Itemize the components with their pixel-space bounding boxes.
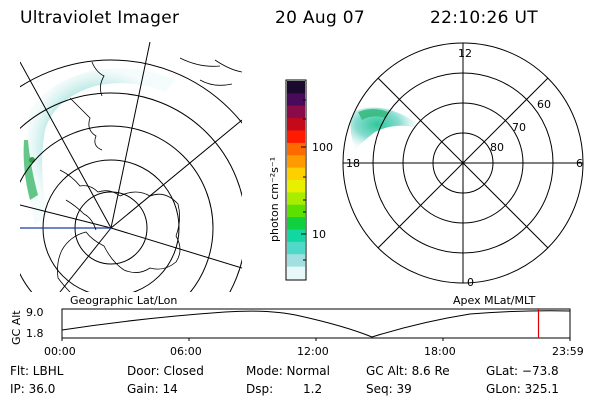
colorbar-stripe [287, 266, 305, 280]
mlt-lines [343, 43, 583, 283]
glat-info: GLat: −73.8 [486, 364, 559, 378]
gc-alt-info: GC Alt: 8.6 Re [366, 364, 450, 378]
time-tick-1800: 18:00 [424, 345, 456, 358]
dsp-label: Dsp: [246, 382, 274, 396]
longitude-lines [20, 42, 242, 292]
coastlines [57, 57, 242, 292]
apex-map-label: Apex MLat/MLT [453, 294, 536, 307]
mlat-label-70: 70 [512, 121, 526, 134]
mlt-label-18: 18 [346, 157, 360, 170]
colorbar-stripe [287, 241, 305, 255]
aurora-emission-right [350, 107, 418, 150]
time-tick-2359: 23:59 [552, 345, 584, 358]
orbit-altitude-curve [61, 310, 571, 338]
colorbar-stripe [287, 229, 305, 243]
apex-polar-map [342, 42, 584, 284]
colorbar-stripe [287, 155, 305, 169]
image-time: 22:10:26 UT [430, 8, 538, 28]
colorbar-stripe [287, 105, 305, 119]
instrument-title: Ultraviolet Imager [20, 8, 180, 28]
altitude-x-ticks [61, 338, 571, 341]
colorbar-stripe [287, 142, 305, 156]
altitude-plot-frame [61, 308, 571, 339]
altitude-plot [61, 308, 571, 341]
colorbar-stripe [287, 204, 305, 218]
aurora-emission-left [26, 68, 176, 225]
colorbar-stripe [287, 217, 305, 231]
aurora-spot [29, 157, 35, 163]
aurora-peak-right [358, 109, 388, 120]
altitude-tick-low: 1.8 [26, 327, 44, 340]
colorbar [285, 79, 307, 281]
colorbar-tick-100: 100 [312, 141, 333, 154]
time-tick-1200: 12:00 [297, 345, 329, 358]
colorbar-unit-label: photon cm⁻²s⁻¹ [268, 156, 281, 242]
colorbar-stripe [287, 254, 305, 268]
door-info: Door: Closed [127, 364, 204, 378]
time-tick-0600: 06:00 [170, 345, 202, 358]
mlat-label-60: 60 [537, 98, 551, 111]
altitude-axis-label: GC Alt [10, 310, 23, 345]
mlt-label-12: 12 [458, 47, 472, 60]
colorbar-stripe [287, 167, 305, 181]
colorbar-tick-10: 10 [312, 228, 326, 241]
colorbar-stripe [287, 81, 305, 94]
glon-info: GLon: 325.1 [486, 382, 559, 396]
mlt-label-0: 0 [467, 276, 474, 289]
filter-info: Flt: LBHL [10, 364, 64, 378]
dsp-value: 1.2 [303, 382, 323, 396]
image-date: 20 Aug 07 [275, 8, 365, 28]
altitude-tick-high: 9.0 [26, 306, 44, 319]
time-tick-0000: 00:00 [44, 345, 76, 358]
colorbar-stripe [287, 130, 305, 144]
geographic-map [20, 42, 242, 292]
mlt-label-6: 6 [576, 157, 583, 170]
colorbar-frame [285, 79, 307, 281]
colorbar-stripe [287, 180, 305, 193]
geographic-map-label: Geographic Lat/Lon [70, 294, 178, 307]
colorbar-ticks [301, 99, 306, 261]
mlat-label-80: 80 [490, 141, 504, 154]
seq-info: Seq: 39 [366, 382, 412, 396]
colorbar-stripe [287, 93, 305, 107]
mode-info: Mode: Normal [246, 364, 330, 378]
ip-info: IP: 36.0 [10, 382, 56, 396]
colorbar-stripe [287, 192, 305, 206]
gain-info: Gain: 14 [127, 382, 178, 396]
aurora-peak-left [23, 140, 38, 200]
colorbar-stripe [287, 118, 305, 132]
